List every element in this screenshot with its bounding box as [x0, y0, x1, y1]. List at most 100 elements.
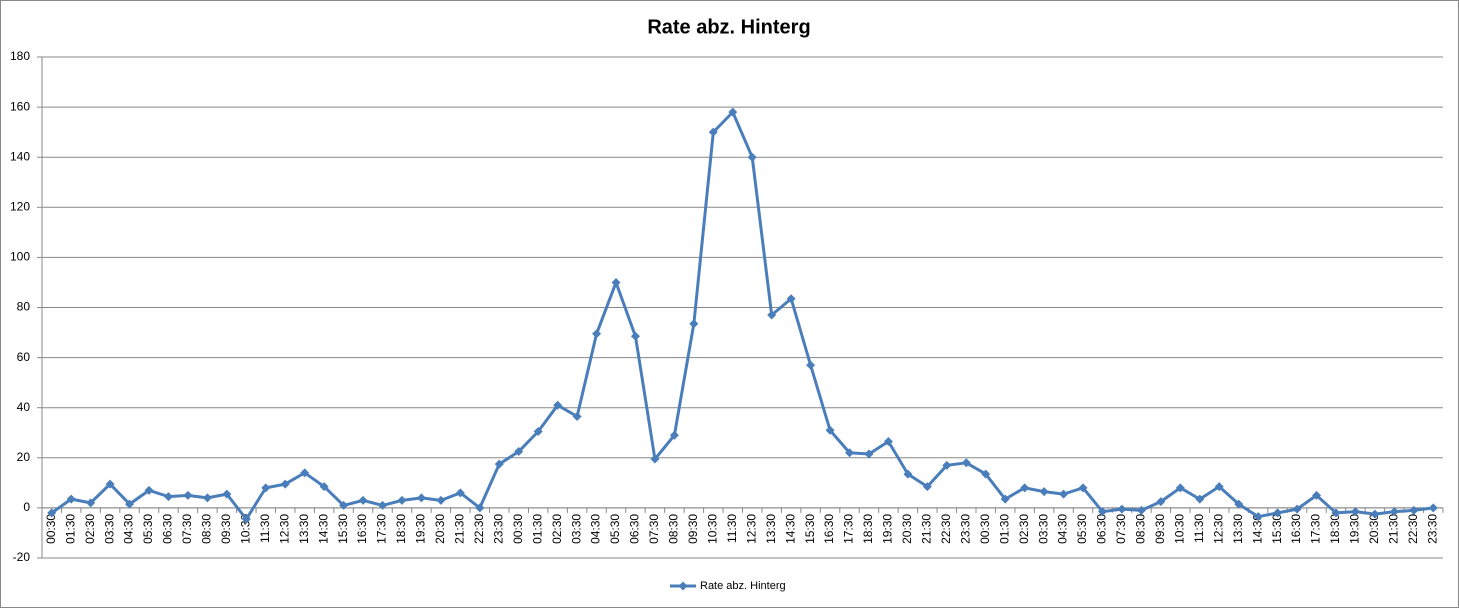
data-point: [961, 458, 971, 468]
y-tick-label: 40: [17, 400, 31, 414]
y-tick-label: 100: [10, 250, 30, 264]
data-point: [1078, 483, 1088, 493]
data-point: [66, 494, 76, 504]
x-tick-label: 22:30: [472, 514, 486, 544]
x-tick-label: 10:30: [705, 514, 719, 544]
x-tick-label: 07:30: [647, 514, 661, 544]
y-tick-label: 180: [10, 49, 30, 63]
x-tick-label: 20:30: [900, 514, 914, 544]
x-tick-label: 23:30: [1425, 514, 1439, 544]
data-point: [728, 107, 738, 117]
data-point: [1214, 482, 1224, 492]
x-tick-label: 04:30: [589, 514, 603, 544]
data-point: [1428, 503, 1438, 513]
data-point: [1389, 507, 1399, 517]
data-point: [1195, 494, 1205, 504]
data-point: [1097, 507, 1107, 517]
data-point: [105, 479, 115, 489]
x-tick-label: 11:30: [725, 514, 739, 543]
data-point: [903, 469, 913, 479]
data-point: [592, 329, 602, 339]
y-tick-label: 0: [23, 500, 30, 514]
data-point: [358, 495, 368, 505]
data-point: [942, 460, 952, 470]
x-tick-label: 03:30: [102, 514, 116, 544]
data-point: [669, 430, 679, 440]
x-tick-label: 14:30: [1250, 514, 1264, 544]
x-tick-label: 10:30: [238, 514, 252, 544]
data-point: [1312, 490, 1322, 500]
data-point: [1273, 508, 1283, 518]
data-point: [475, 503, 485, 513]
data-point: [922, 482, 932, 492]
x-tick-label: 14:30: [783, 514, 797, 544]
data-point: [747, 152, 757, 162]
x-tick-label: 11:30: [258, 514, 272, 543]
x-tick-label: 01:30: [63, 514, 77, 544]
data-point: [300, 468, 310, 478]
legend-marker: [678, 581, 688, 591]
data-point: [689, 319, 699, 329]
data-point: [416, 493, 426, 503]
x-tick-label: 00:30: [978, 514, 992, 544]
data-point: [378, 500, 388, 510]
x-tick-label: 22:30: [1406, 514, 1420, 544]
x-tick-label: 09:30: [219, 514, 233, 544]
x-tick-label: 08:30: [667, 514, 681, 544]
data-point: [183, 490, 193, 500]
x-tick-label: 22:30: [939, 514, 953, 544]
data-point: [981, 469, 991, 479]
y-tick-label: 20: [17, 450, 31, 464]
x-tick-label: 08:30: [1134, 514, 1148, 544]
data-point: [319, 482, 329, 492]
x-tick-label: 18:30: [394, 514, 408, 544]
data-point: [845, 448, 855, 458]
data-point: [1370, 509, 1380, 519]
data-point: [650, 454, 660, 464]
x-tick-label: 05:30: [1075, 514, 1089, 544]
x-tick-label: 19:30: [1348, 514, 1362, 544]
y-tick-label: 160: [10, 99, 30, 113]
x-tick-label: 09:30: [686, 514, 700, 544]
data-point: [1156, 497, 1166, 507]
x-tick-label: 05:30: [141, 514, 155, 544]
y-tick-label: 140: [10, 149, 30, 163]
x-tick-label: 17:30: [1309, 514, 1323, 544]
x-tick-label: 07:30: [180, 514, 194, 544]
x-tick-label: 23:30: [491, 514, 505, 544]
data-point: [1350, 507, 1360, 517]
x-tick-label: 03:30: [1036, 514, 1050, 544]
x-tick-label: 13:30: [764, 514, 778, 544]
x-tick-label: 06:30: [161, 514, 175, 544]
x-tick-label: 19:30: [881, 514, 895, 544]
data-point: [455, 488, 465, 498]
data-point: [125, 499, 135, 509]
x-tick-label: 03:30: [569, 514, 583, 544]
x-tick-label: 18:30: [861, 514, 875, 544]
x-tick-label: 23:30: [958, 514, 972, 544]
data-point: [436, 495, 446, 505]
data-point: [1331, 508, 1341, 518]
x-tick-label: 15:30: [1270, 514, 1284, 544]
data-point: [241, 514, 251, 524]
data-point: [280, 479, 290, 489]
data-point: [86, 498, 96, 508]
data-point: [1409, 505, 1419, 515]
x-tick-label: 20:30: [433, 514, 447, 544]
x-tick-label: 13:30: [297, 514, 311, 544]
x-tick-label: 17:30: [375, 514, 389, 544]
data-point: [1253, 512, 1263, 522]
y-tick-label: -20: [13, 550, 31, 564]
x-tick-label: 13:30: [1231, 514, 1245, 544]
data-point: [1059, 489, 1069, 499]
data-point: [825, 425, 835, 435]
x-tick-label: 09:30: [1153, 514, 1167, 544]
x-tick-label: 02:30: [550, 514, 564, 544]
data-point: [144, 485, 154, 495]
data-point: [494, 459, 504, 469]
x-tick-label: 16:30: [355, 514, 369, 544]
x-tick-label: 17:30: [842, 514, 856, 544]
data-point: [786, 294, 796, 304]
data-point: [1292, 504, 1302, 514]
